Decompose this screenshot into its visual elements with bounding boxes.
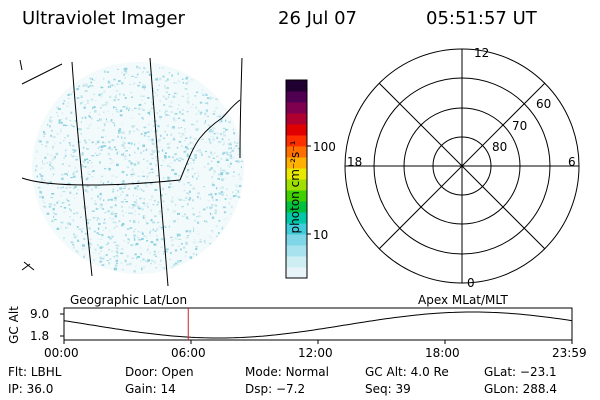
info-value: 4.0 Re [410,365,449,379]
mlt-label-12: 12 [474,46,490,60]
colorbar-tick-10: 10 [313,228,329,242]
color-bar [285,79,311,279]
info-glat: GLat: −23.1 [484,365,557,379]
colorbar-segment [286,234,307,246]
info-value: −7.2 [275,382,306,396]
orbit-xtick: 00:00 [44,346,79,360]
coast-line [21,63,63,85]
info-value: 14 [160,382,176,396]
orbit-xtick: 18:00 [425,346,460,360]
orbit-ytick-max: 9.0 [30,307,50,321]
orbit-ytick-min: 1.8 [30,329,50,343]
info-gc-alt: GC Alt: 4.0 Re [365,365,449,379]
orbit-axis-label: GC Alt [7,306,21,344]
info-flt: Flt: LBHL [8,365,61,379]
mlat-label-60: 60 [536,97,552,111]
info-value: 36.0 [26,382,54,396]
info-key: IP: [8,382,23,396]
mlat-label-70: 70 [512,119,528,133]
colorbar-segment [286,179,307,191]
info-value: 288.4 [522,382,557,396]
map-overlay [19,57,243,287]
meridian-line [149,57,169,287]
info-key: GLon: [484,382,519,396]
info-value: −23.1 [519,365,557,379]
orbit-xtick: 12:00 [298,346,333,360]
orbit-xtick: 06:00 [171,346,206,360]
time-label: 05:51:57 UT [426,8,537,29]
uv-disc [32,62,244,274]
orbit-right-label: Apex MLat/MLT [418,293,508,307]
orbit-plot [60,307,573,344]
altitude-curve [63,311,573,339]
info-value: Normal [285,365,329,379]
colorbar-segment [286,212,307,224]
meridian-line [239,57,243,159]
info-key: Seq: [365,382,392,396]
colorbar-segment [286,113,307,125]
mlat-label-80: 80 [492,140,508,154]
info-key: Mode: [245,365,282,379]
coast-line [21,261,35,271]
coast-line [19,59,23,71]
info-value: LBHL [30,365,62,379]
colorbar-segment [286,223,307,235]
colorbar-segment [286,157,307,169]
info-dsp: Dsp: −7.2 [245,382,305,396]
uv-image [19,57,244,287]
date-label: 26 Jul 07 [278,8,357,29]
colorbar-tick-100: 100 [313,140,336,154]
info-door: Door: Open [125,365,194,379]
app-title: Ultraviolet Imager [22,8,185,29]
info-ip: IP: 36.0 [8,382,53,396]
parallel-line [21,177,181,186]
colorbar-segment [286,168,307,180]
info-value: 39 [395,382,411,396]
colorbar-segment [286,135,307,147]
colorbar-segment [286,146,307,158]
info-key: Flt: [8,365,27,379]
info-key: GLat: [484,365,517,379]
info-key: GC Alt: [365,365,407,379]
colorbar-unit-label: photon cm⁻²s⁻¹ [288,140,302,234]
coast-line [179,99,241,181]
mlt-label-6: 6 [568,155,576,169]
colorbar-segment [286,91,307,103]
polar-grid [344,48,580,284]
info-key: Dsp: [245,382,273,396]
info-mode: Mode: Normal [245,365,329,379]
colorbar-segment [286,256,307,268]
info-seq: Seq: 39 [365,382,411,396]
colorbar-segment [286,190,307,202]
info-key: Gain: [125,382,157,396]
info-key: Door: [125,365,158,379]
colorbar-segment [286,80,307,92]
mlt-label-18: 18 [347,155,363,169]
info-glon: GLon: 288.4 [484,382,557,396]
colorbar-segment [286,267,307,279]
info-value: Open [161,365,194,379]
orbit-left-label: Geographic Lat/Lon [70,293,188,307]
meridian-line [71,61,93,277]
info-gain: Gain: 14 [125,382,176,396]
colorbar-segment [286,124,307,136]
mlt-label-0: 0 [467,276,475,290]
colorbar-segment [286,102,307,114]
colorbar-segment [286,245,307,257]
orbit-xtick: 23:59 [552,346,587,360]
colorbar-segment [286,201,307,213]
